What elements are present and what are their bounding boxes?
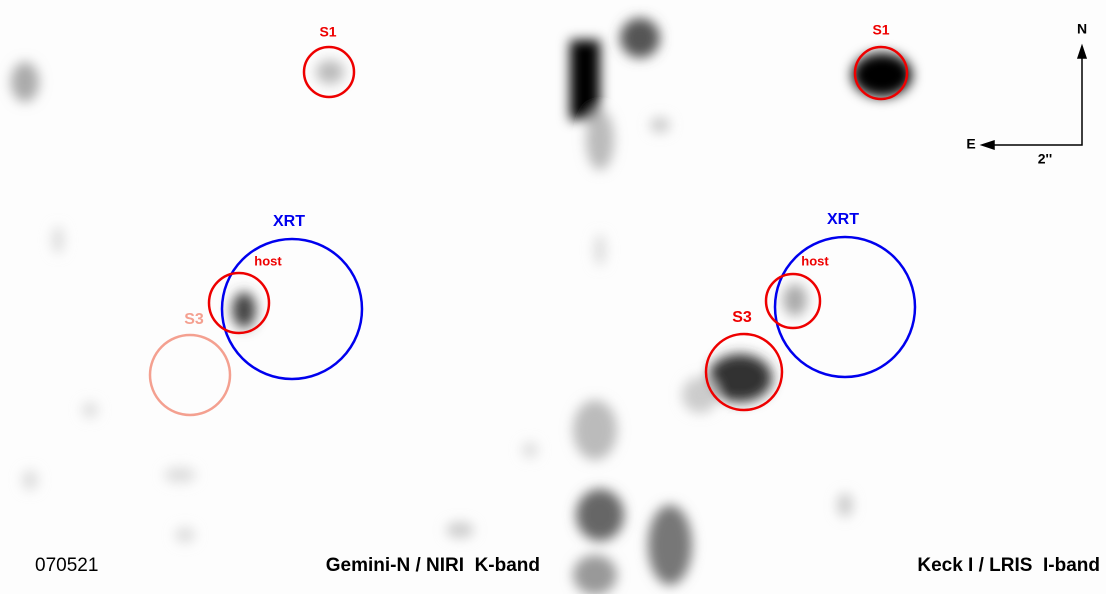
label-host: host: [801, 253, 829, 268]
label-s1: S1: [872, 22, 889, 38]
label-host: host: [254, 253, 282, 268]
right-panel: S1 XRT host S3 Keck I / LRIS I-band: [570, 18, 1100, 594]
compass-east: E: [966, 136, 975, 152]
sources: [570, 18, 912, 594]
label-xrt: XRT: [827, 211, 859, 228]
instrument: Keck I / LRIS I-band: [917, 555, 1100, 576]
label-xrt: XRT: [273, 213, 305, 230]
label-s1: S1: [319, 24, 336, 40]
left-panel: S1 XRT host S3 070521 Gemini-N / NIRI K-…: [11, 24, 540, 576]
label-s3: S3: [184, 311, 204, 328]
instrument: Gemini-N / NIRI K-band: [326, 555, 540, 576]
burst-id: 070521: [35, 555, 98, 576]
compass: [979, 43, 1088, 151]
sources: [11, 60, 538, 543]
compass-scale: 2'': [1038, 151, 1052, 167]
label-s3: S3: [732, 309, 752, 326]
compass-north: N: [1077, 21, 1087, 37]
